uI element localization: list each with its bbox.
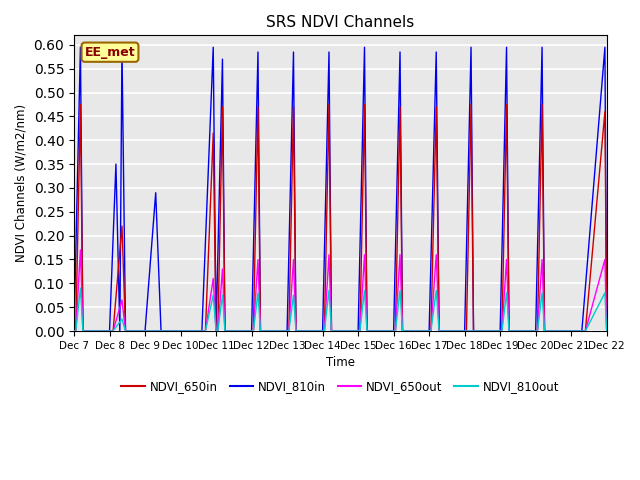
Y-axis label: NDVI Channels (W/m2/nm): NDVI Channels (W/m2/nm) [15, 104, 28, 262]
Title: SRS NDVI Channels: SRS NDVI Channels [266, 15, 415, 30]
Legend: NDVI_650in, NDVI_810in, NDVI_650out, NDVI_810out: NDVI_650in, NDVI_810in, NDVI_650out, NDV… [116, 375, 564, 398]
Text: EE_met: EE_met [84, 46, 135, 59]
X-axis label: Time: Time [326, 356, 355, 369]
